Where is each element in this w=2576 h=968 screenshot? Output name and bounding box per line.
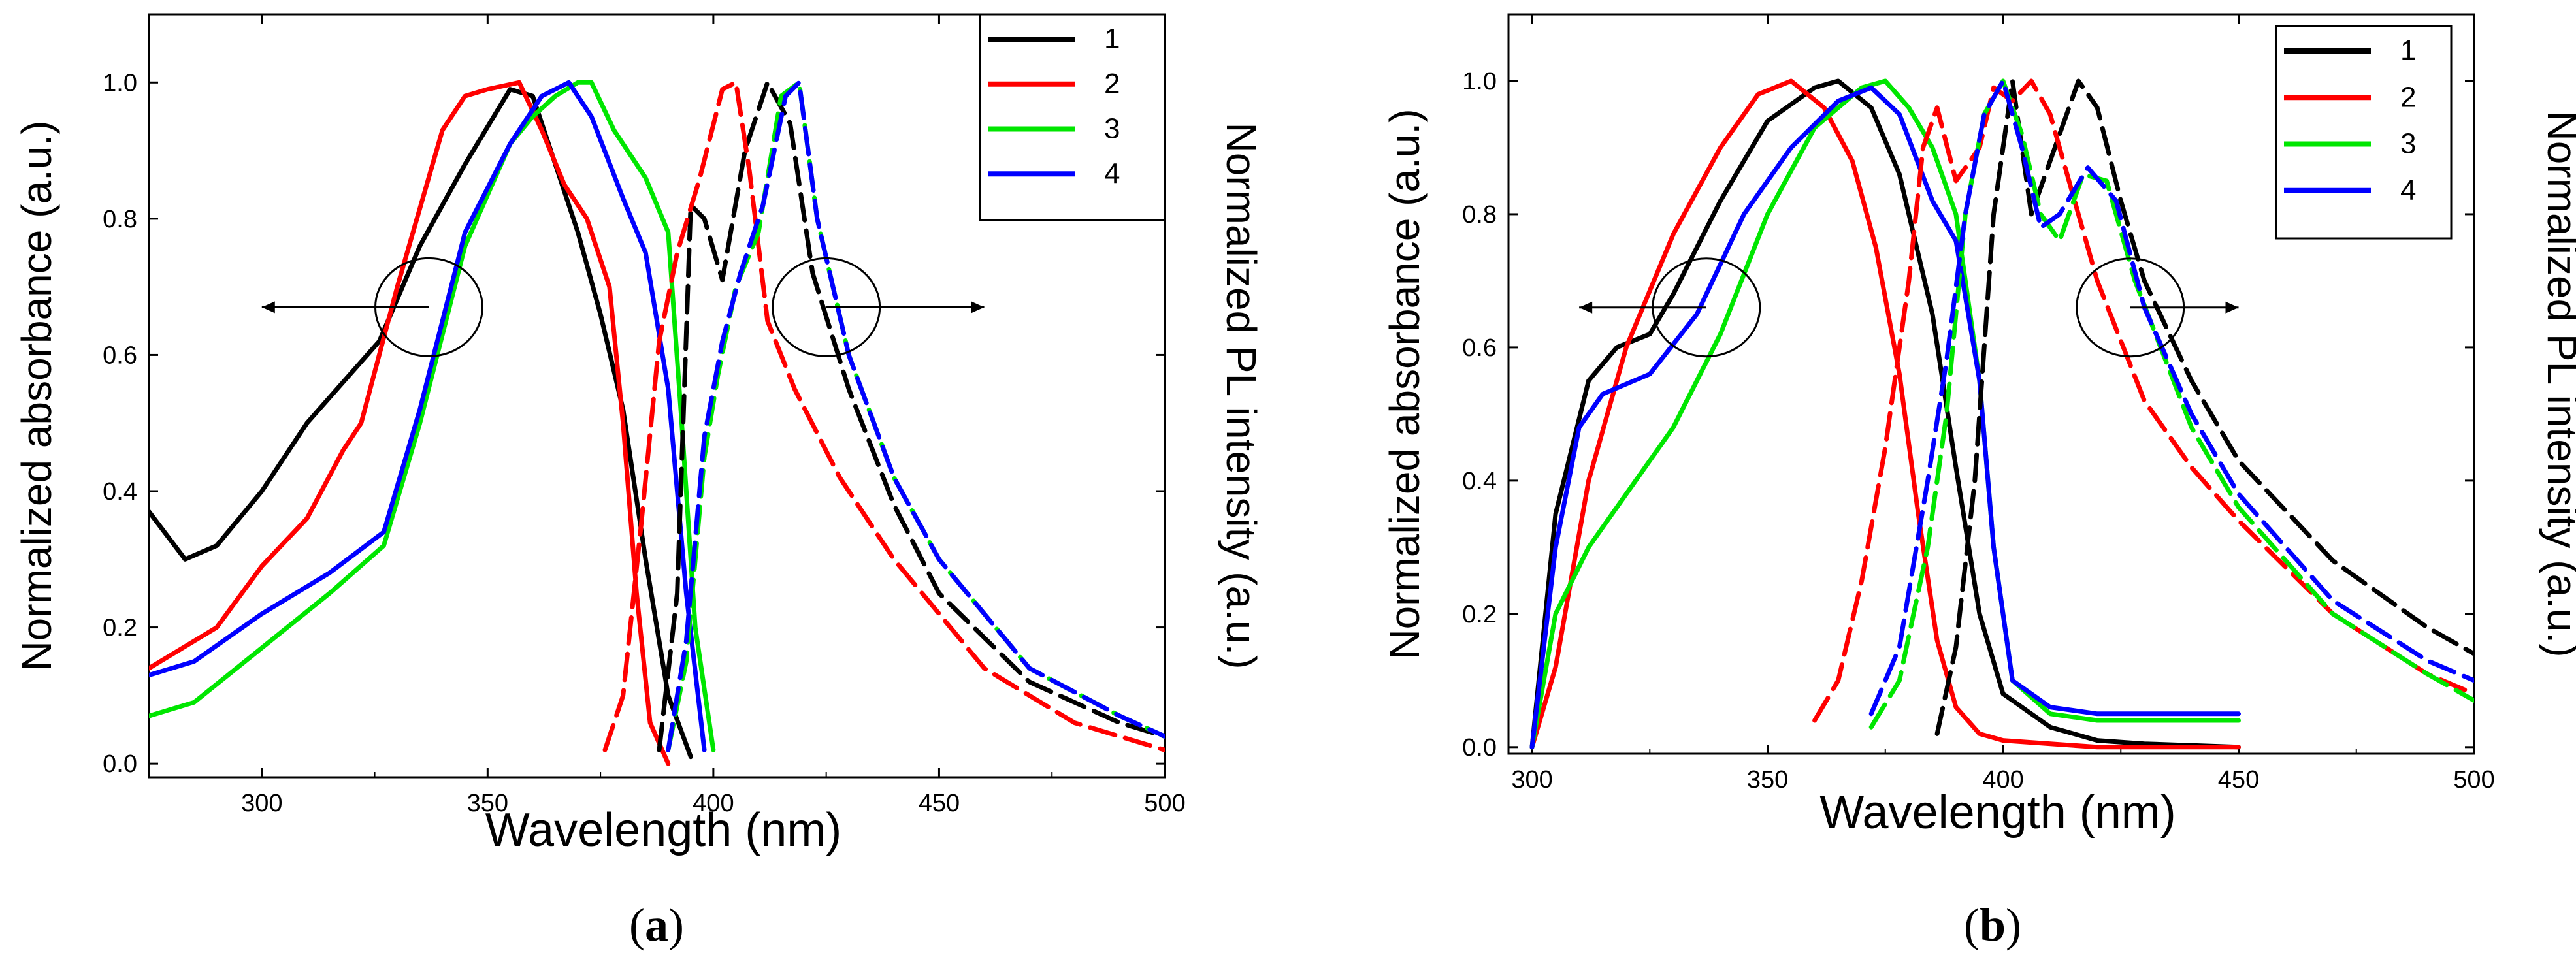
panel-letter: a (645, 899, 668, 951)
plot-frame (1507, 13, 2475, 755)
series-2-absorbance-line (149, 80, 671, 766)
y-tick-label: 0.4 (1462, 468, 1497, 495)
y-tick-label: 0.0 (1462, 734, 1497, 762)
series-1-pl-line (1934, 78, 2474, 736)
panel-letter: b (1980, 899, 2006, 951)
x-tick-label: 500 (1144, 790, 1185, 817)
legend-label-1: 1 (2400, 35, 2416, 67)
y-axis-title-left: Normalized absorbance (a.u.) (1381, 108, 1428, 659)
series-2-pl-line (602, 80, 1165, 752)
y-tick-label: 0.6 (1462, 334, 1497, 362)
legend-label-1: 1 (1104, 23, 1120, 55)
plot-frame (148, 13, 1166, 779)
y-tick-label: 0.8 (103, 206, 137, 233)
series-3-absorbance-line (149, 80, 716, 752)
series-group (1529, 78, 2474, 750)
series-4-pl-line (1868, 78, 2474, 717)
y-tick-label: 0.6 (103, 342, 137, 369)
x-tick-label: 300 (241, 790, 282, 817)
legend-label-4: 4 (2400, 174, 2416, 206)
series-group (149, 80, 1165, 766)
series-3-pl-line (1868, 78, 2474, 730)
series-1-absorbance-line (1529, 78, 2241, 750)
legend-label-2: 2 (1104, 68, 1120, 100)
series-3-absorbance-line (1529, 78, 2241, 750)
arrowhead (2225, 301, 2239, 314)
legend-label-2: 2 (2400, 81, 2416, 113)
y-tick-label: 1.0 (1462, 68, 1497, 95)
panel-label: (a) (629, 899, 684, 951)
y-tick-label: 0.2 (1462, 601, 1497, 628)
y-tick-label: 0.2 (103, 615, 137, 642)
series-1-pl-line (657, 80, 1165, 752)
x-tick-label: 450 (919, 790, 960, 817)
series-2-pl-line (1812, 78, 2474, 723)
x-tick-label: 350 (1747, 766, 1788, 794)
series-4-absorbance-line (1529, 85, 2241, 750)
x-tick-label: 400 (1982, 766, 2023, 794)
y-axis-title-left: Normalized absorbance (a.u.) (13, 120, 60, 671)
series-4-pl-line (666, 80, 1165, 752)
y-tick-label: 0.0 (103, 750, 137, 778)
panel-a: 300 350 400 450 500 0.0 0.2 0.4 0.6 0.8 1.0 1 2 3 4 Wav… (13, 13, 1265, 951)
y-tick-label: 0.4 (103, 478, 137, 506)
series-2-absorbance-line (1529, 78, 2241, 750)
y-tick-label: 1.0 (103, 69, 137, 97)
arrowhead (1579, 301, 1593, 314)
x-tick-label: 400 (693, 790, 734, 817)
x-axis-title: Wavelength (nm) (485, 804, 842, 856)
legend-label-4: 4 (1104, 157, 1120, 189)
x-axis-title: Wavelength (nm) (1819, 786, 2176, 839)
y-axis-title-right: Normalized PL intensity (a.u.) (2539, 110, 2576, 657)
x-tick-label: 500 (2453, 766, 2494, 794)
series-4-absorbance-line (149, 80, 707, 752)
legend-box (979, 13, 1166, 221)
y-tick-label: 0.8 (1462, 201, 1497, 229)
panel-b: 300 350 400 450 500 0.0 0.2 0.4 0.6 0.8 1.0 1 2 3 4 Wav… (1381, 13, 2576, 951)
x-tick-label: 300 (1511, 766, 1552, 794)
legend-label-3: 3 (1104, 113, 1120, 145)
x-tick-label: 350 (467, 790, 508, 817)
y-axis-title-right: Normalized PL intensity (a.u.) (1218, 122, 1265, 669)
legend-label-3: 3 (2400, 128, 2416, 160)
arrowhead (971, 301, 985, 314)
arrowhead (261, 301, 275, 314)
legend-box (2275, 25, 2453, 240)
x-tick-label: 450 (2218, 766, 2259, 794)
panel-label: (b) (1964, 899, 2021, 951)
series-1-absorbance-line (149, 87, 693, 760)
